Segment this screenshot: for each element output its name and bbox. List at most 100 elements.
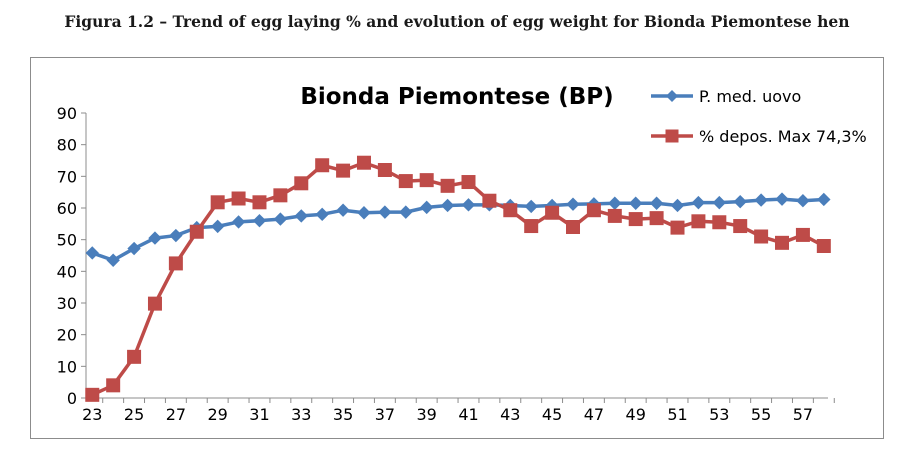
- x-tick-label: 51: [667, 405, 687, 424]
- square-point: [545, 205, 560, 220]
- y-tick-label: 0: [67, 389, 77, 408]
- diamond-point: [817, 192, 831, 207]
- x-tick-label: 55: [751, 405, 771, 424]
- diamond-point: [566, 197, 580, 211]
- square-point: [482, 193, 497, 208]
- x-tick-label: 29: [207, 405, 227, 424]
- series-laying-percent: [85, 155, 831, 402]
- axes: 0 10 20 30 40 50 60 70 80 90 23 25 27 29 31 33 35 37 39 41 4…: [57, 104, 835, 424]
- diamond-point: [127, 241, 141, 256]
- diamond-point: [252, 213, 267, 228]
- y-tick-label: 70: [57, 167, 77, 186]
- diamond-point: [649, 196, 664, 210]
- square-point: [252, 195, 267, 210]
- x-tick-label: 31: [249, 405, 269, 424]
- square-point: [712, 215, 727, 230]
- x-tick-label: 43: [500, 405, 520, 424]
- square-point: [168, 256, 183, 271]
- diamond-point: [294, 209, 308, 223]
- y-tick-label: 60: [57, 199, 77, 218]
- legend-square-marker: [665, 129, 679, 143]
- square-point: [85, 387, 100, 402]
- square-point: [419, 173, 434, 188]
- legend-label: % depos. Max 74,3%: [699, 127, 867, 146]
- square-point: [189, 224, 204, 239]
- square-point: [356, 155, 371, 170]
- square-point: [607, 208, 622, 223]
- diamond-point: [378, 205, 392, 219]
- square-point: [210, 195, 225, 210]
- x-tick-label: 45: [542, 405, 562, 424]
- x-tick-label: 23: [82, 405, 102, 424]
- diamond-point: [357, 206, 371, 220]
- diamond-point: [628, 196, 643, 210]
- square-point: [336, 163, 351, 178]
- square-point: [816, 239, 831, 253]
- x-tick-label: 41: [458, 405, 478, 424]
- square-point: [670, 220, 685, 235]
- square-point: [127, 349, 142, 364]
- square-point: [524, 219, 539, 234]
- diamond-point: [419, 200, 434, 215]
- x-tick-label: 37: [375, 405, 395, 424]
- diamond-point: [231, 215, 246, 229]
- square-point: [754, 229, 769, 244]
- x-tick-label: 39: [417, 405, 437, 424]
- y-tick-label: 30: [57, 294, 77, 313]
- diamond-point: [106, 253, 120, 267]
- chart-frame: Bionda Piemontese (BP) 0 10 20 30 40 50 60 70 80…: [30, 57, 884, 439]
- diamond-point: [273, 212, 288, 226]
- diamond-point: [461, 198, 476, 212]
- square-point: [503, 203, 518, 218]
- y-tick-label: 50: [57, 231, 77, 250]
- square-point: [440, 178, 455, 193]
- diamond-point: [169, 228, 183, 243]
- diamond-point: [691, 195, 706, 210]
- legend-item: P. med. uovo: [651, 87, 801, 106]
- x-tick-label: 33: [291, 405, 311, 424]
- x-tick-label: 27: [166, 405, 186, 424]
- diamond-point: [754, 193, 768, 207]
- square-point: [628, 212, 643, 227]
- diamond-point: [775, 192, 789, 206]
- diamond-point: [210, 219, 225, 234]
- figure-caption: Figura 1.2 – Trend of egg laying % and e…: [64, 12, 850, 31]
- line-chart: Bionda Piemontese (BP) 0 10 20 30 40 50 60 70 80…: [57, 84, 867, 424]
- diamond-point: [315, 207, 329, 222]
- series-layer: [85, 155, 831, 402]
- diamond-point: [670, 198, 685, 213]
- legend-label: P. med. uovo: [699, 87, 801, 106]
- diamond-point: [148, 231, 162, 245]
- square-point: [231, 191, 246, 206]
- square-point: [106, 378, 121, 393]
- diamond-point: [399, 205, 413, 219]
- diamond-point: [712, 195, 727, 210]
- y-tick-label: 90: [57, 104, 77, 123]
- legend-diamond-marker: [666, 90, 678, 102]
- chart-title: Bionda Piemontese (BP): [300, 84, 613, 110]
- x-tick-label: 35: [333, 405, 353, 424]
- y-tick-label: 20: [57, 326, 77, 345]
- square-point: [733, 219, 748, 234]
- diamond-point: [85, 246, 99, 260]
- diamond-point: [796, 194, 810, 208]
- legend-item: % depos. Max 74,3%: [651, 127, 867, 146]
- square-point: [586, 203, 601, 218]
- legend: P. med. uovo % depos. Max 74,3%: [651, 87, 867, 146]
- series-line: [91, 160, 825, 397]
- x-tick-label: 57: [793, 405, 813, 424]
- x-tick-label: 47: [584, 405, 604, 424]
- diamond-point: [440, 198, 455, 213]
- diamond-point: [336, 203, 350, 217]
- y-tick-label: 40: [57, 262, 77, 281]
- square-point: [691, 214, 706, 229]
- y-tick-label: 10: [57, 357, 77, 376]
- diamond-point: [524, 199, 538, 214]
- y-tick-label: 80: [57, 136, 77, 155]
- square-point: [649, 211, 664, 226]
- square-point: [795, 227, 810, 242]
- square-point: [377, 163, 392, 177]
- square-point: [461, 175, 476, 190]
- diamond-point: [733, 194, 747, 209]
- x-tick-label: 25: [124, 405, 144, 424]
